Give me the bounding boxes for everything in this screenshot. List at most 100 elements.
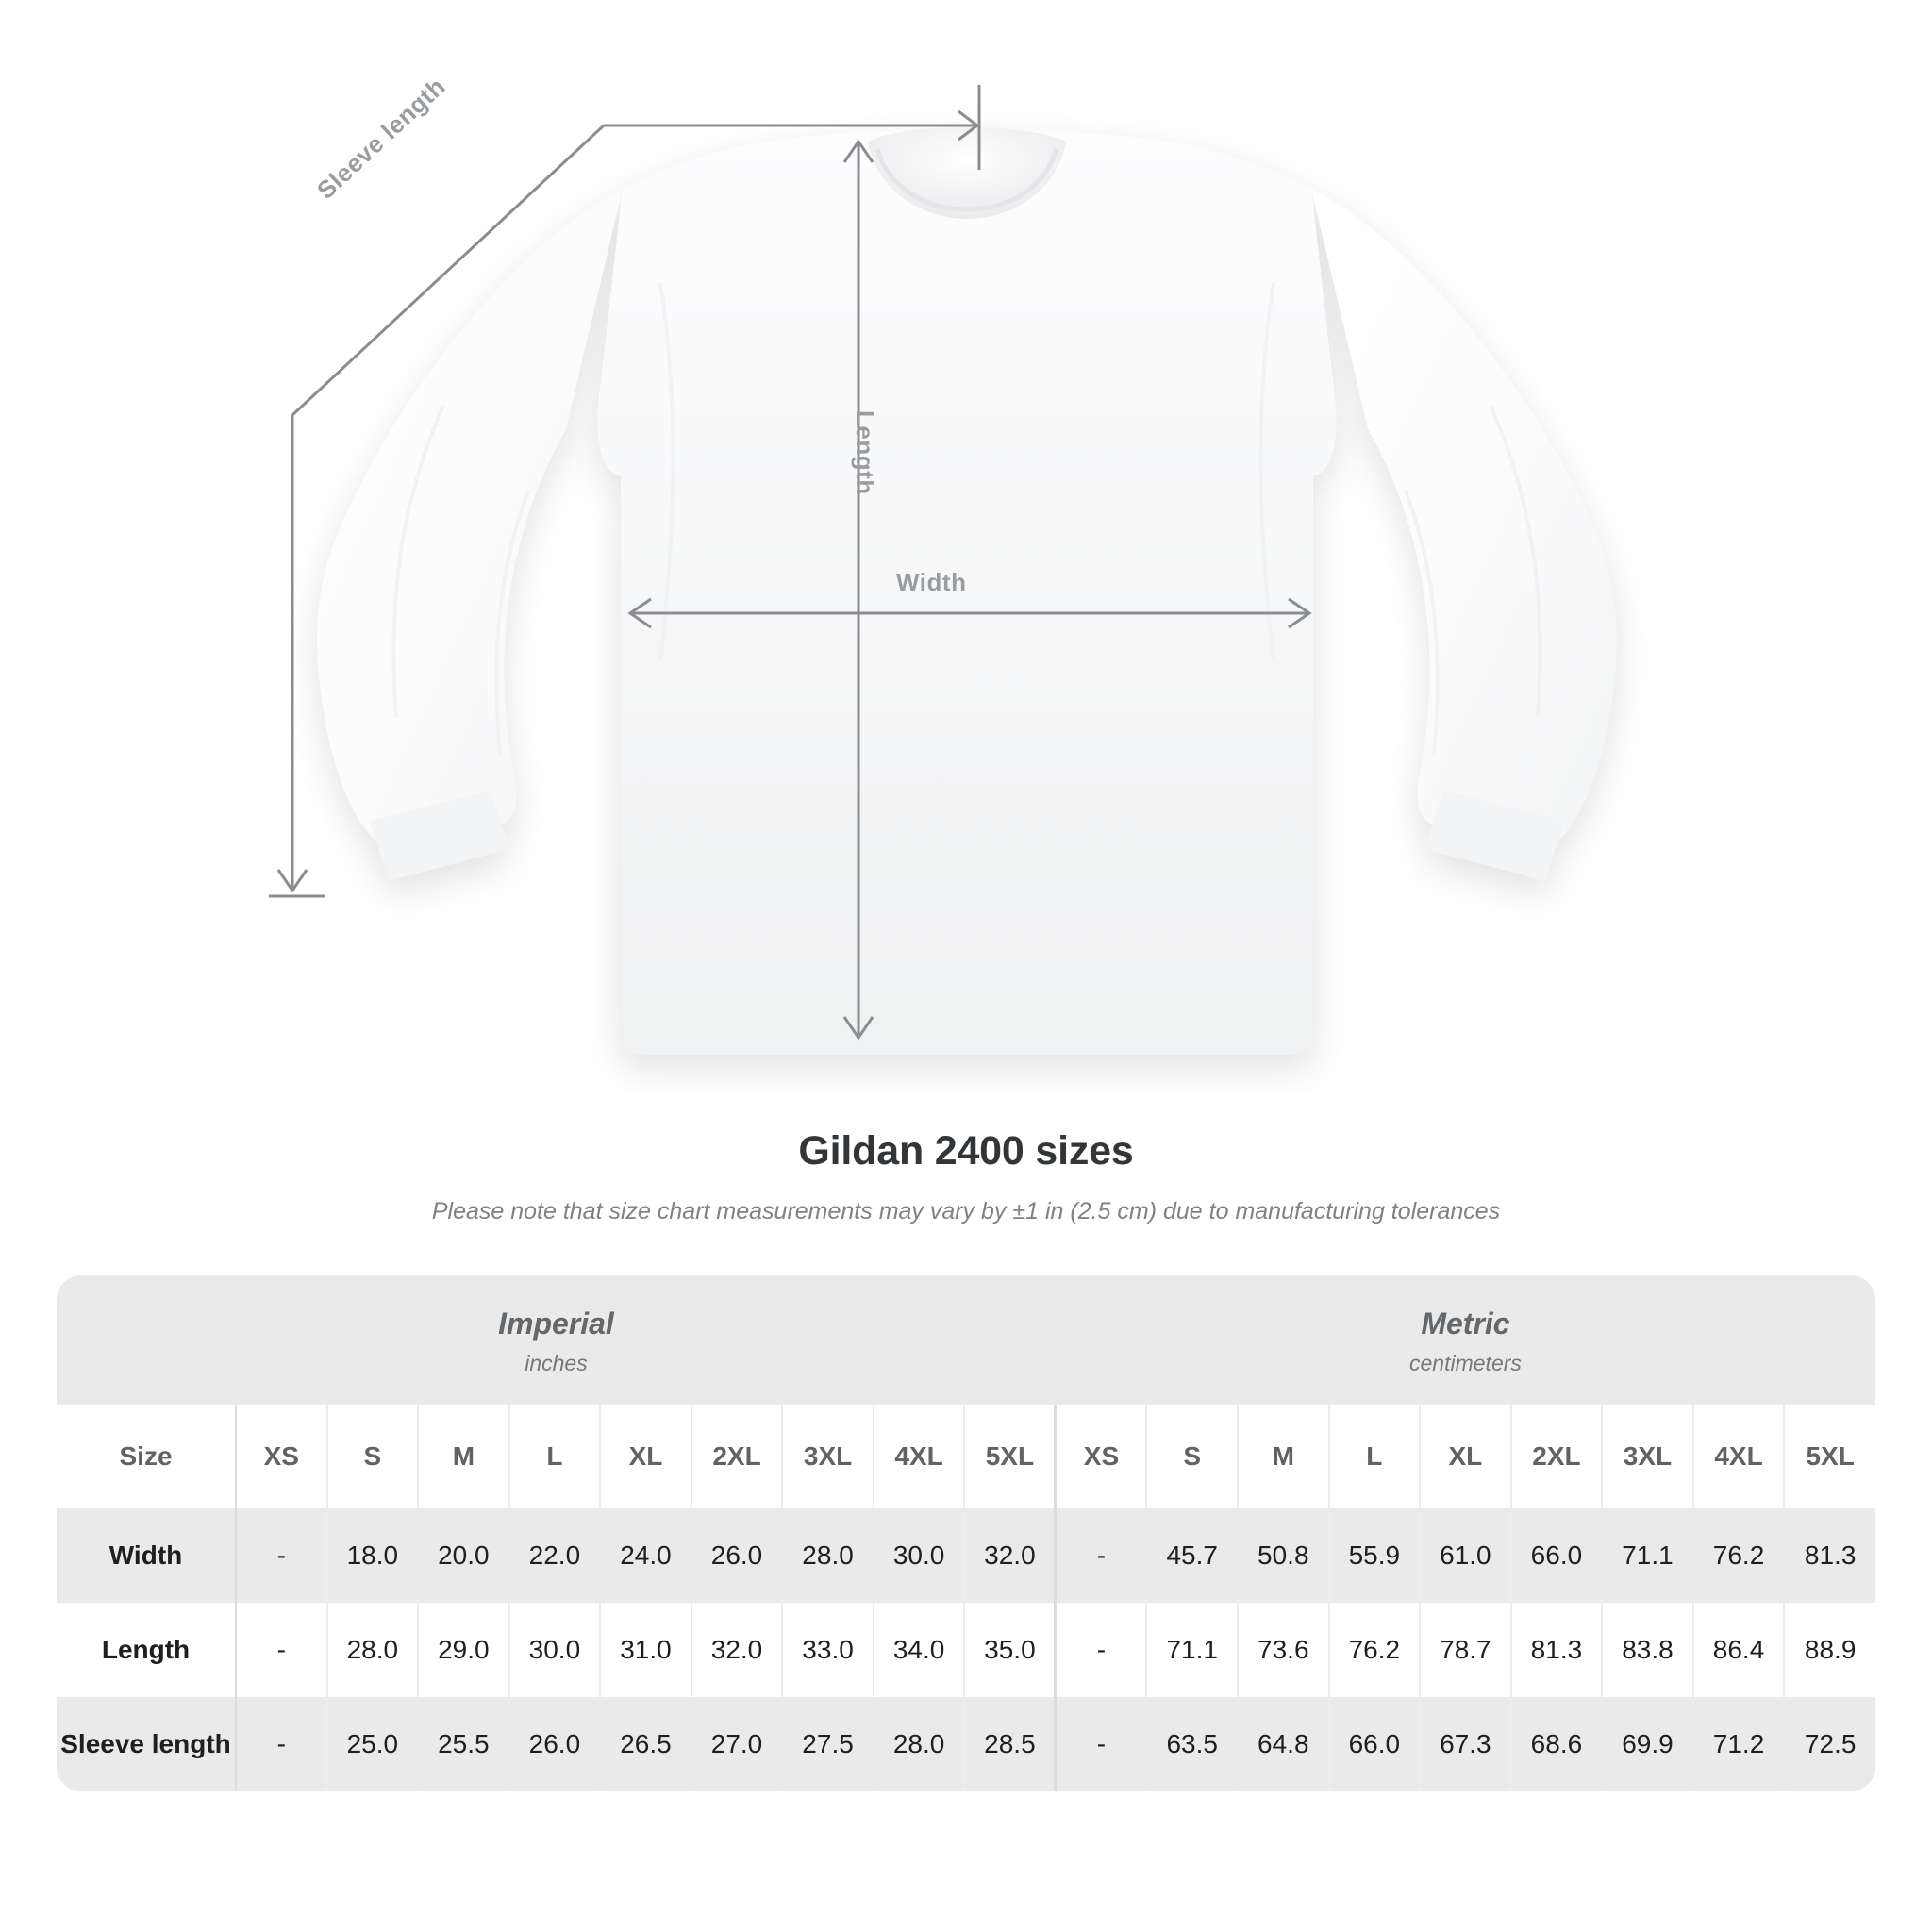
cell-length-imperial-5xl: 35.0 (964, 1603, 1057, 1697)
cell-width-metric-xs: - (1054, 1508, 1148, 1603)
size-header-label: Size (57, 1405, 237, 1508)
cell-sleeve-length-imperial-5xl: 28.5 (964, 1697, 1057, 1791)
cell-width-metric-3xl: 71.1 (1602, 1508, 1694, 1603)
size-header-metric-4xl: 4XL (1692, 1405, 1786, 1508)
cell-width-metric-m: 50.8 (1238, 1508, 1330, 1603)
cell-width-metric-5xl: 81.3 (1784, 1508, 1875, 1603)
unit-header-imperial: Imperial inches (57, 1275, 1056, 1405)
length-dimension-line (842, 139, 874, 1041)
cell-length-imperial-m: 29.0 (418, 1603, 510, 1697)
unit-sub-imperial: inches (525, 1351, 588, 1375)
cell-width-imperial-3xl: 28.0 (782, 1508, 874, 1603)
cell-width-imperial-5xl: 32.0 (964, 1508, 1057, 1603)
table-row: Sleeve length -25.0 25.5 26.0 26.5 27.0 27.5 28… (57, 1697, 1875, 1791)
unit-sub-metric: centimeters (1409, 1351, 1522, 1375)
cell-length-imperial-xl: 31.0 (600, 1603, 692, 1697)
size-header-metric-2xl: 2XL (1510, 1405, 1604, 1508)
fabric-folds (391, 282, 1542, 756)
cell-width-imperial-s: 18.0 (326, 1508, 420, 1603)
table-body: Width -18.0 20.0 22.0 24.0 26.0 28.0 30.0 32.0-4… (57, 1508, 1875, 1791)
size-header-metric-3xl: 3XL (1602, 1405, 1694, 1508)
width-diagram-label: Width (896, 568, 967, 596)
cell-sleeve-length-imperial-l: 26.0 (508, 1697, 602, 1791)
cell-sleeve-length-imperial-3xl: 27.5 (782, 1697, 874, 1791)
cell-width-metric-l: 55.9 (1328, 1508, 1422, 1603)
size-header-imperial-4xl: 4XL (873, 1405, 966, 1508)
cell-width-imperial-xs: - (236, 1508, 328, 1603)
cell-width-metric-2xl: 66.0 (1510, 1508, 1604, 1603)
cell-width-metric-s: 45.7 (1146, 1508, 1240, 1603)
cell-length-metric-l: 76.2 (1328, 1603, 1422, 1697)
cell-length-metric-2xl: 81.3 (1510, 1603, 1604, 1697)
cell-length-metric-m: 73.6 (1238, 1603, 1330, 1697)
cell-sleeve-length-metric-xl: 67.3 (1420, 1697, 1512, 1791)
cell-sleeve-length-metric-s: 63.5 (1146, 1697, 1240, 1791)
table-row: Width -18.0 20.0 22.0 24.0 26.0 28.0 30.0 32.0-4… (57, 1508, 1875, 1603)
length-diagram-label: Length (851, 410, 879, 495)
garment-photo-and-dimension-lines (269, 85, 1617, 1055)
cell-length-metric-s: 71.1 (1146, 1603, 1240, 1697)
cell-length-metric-4xl: 86.4 (1692, 1603, 1786, 1697)
size-header-metric-m: M (1238, 1405, 1330, 1508)
cell-width-imperial-4xl: 30.0 (873, 1508, 966, 1603)
unit-name-imperial: Imperial (498, 1307, 614, 1341)
cell-length-imperial-s: 28.0 (326, 1603, 420, 1697)
size-header-metric-l: L (1328, 1405, 1422, 1508)
cell-sleeve-length-imperial-xs: - (236, 1697, 328, 1791)
unit-name-metric: Metric (1421, 1307, 1510, 1341)
cell-sleeve-length-imperial-2xl: 27.0 (691, 1697, 784, 1791)
cell-width-imperial-l: 22.0 (508, 1508, 602, 1603)
cell-sleeve-length-imperial-s: 25.0 (326, 1697, 420, 1791)
unit-header-row: Imperial inches Metric centimeters (57, 1275, 1875, 1405)
size-header-imperial-l: L (508, 1405, 602, 1508)
cell-sleeve-length-metric-3xl: 69.9 (1602, 1697, 1694, 1791)
cell-width-metric-4xl: 76.2 (1692, 1508, 1786, 1603)
unit-header-metric: Metric centimeters (1055, 1275, 1875, 1405)
cell-width-imperial-m: 20.0 (418, 1508, 510, 1603)
cell-length-metric-3xl: 83.8 (1602, 1603, 1694, 1697)
cell-sleeve-length-metric-4xl: 71.2 (1692, 1697, 1786, 1791)
cell-width-imperial-2xl: 26.0 (691, 1508, 784, 1603)
cell-width-metric-xl: 61.0 (1420, 1508, 1512, 1603)
size-header-imperial-xl: XL (600, 1405, 692, 1508)
cell-sleeve-length-imperial-xl: 26.5 (600, 1697, 692, 1791)
cell-length-metric-xl: 78.7 (1420, 1603, 1512, 1697)
cell-length-metric-xs: - (1054, 1603, 1148, 1697)
cell-sleeve-length-metric-l: 66.0 (1328, 1697, 1422, 1791)
size-header-imperial-xs: XS (236, 1405, 328, 1508)
cell-width-imperial-xl: 24.0 (600, 1508, 692, 1603)
size-table-container: Imperial inches Metric centimeters Size X… (57, 1275, 1875, 1791)
cell-sleeve-length-metric-m: 64.8 (1238, 1697, 1330, 1791)
size-header-metric-s: S (1146, 1405, 1240, 1508)
table-row: Length -28.0 29.0 30.0 31.0 32.0 33.0 34.0 35.0-… (57, 1603, 1875, 1697)
cell-length-metric-5xl: 88.9 (1784, 1603, 1875, 1697)
table-head: Imperial inches Metric centimeters Size X… (57, 1275, 1875, 1508)
cell-length-imperial-2xl: 32.0 (691, 1603, 784, 1697)
size-header-imperial-m: M (418, 1405, 510, 1508)
title-block: Gildan 2400 sizes Please note that size … (0, 1128, 1932, 1225)
size-header-metric-5xl: 5XL (1784, 1405, 1875, 1508)
size-header-imperial-s: S (326, 1405, 420, 1508)
garment-illustration: Sleeve length Length Width (269, 72, 1617, 1055)
cell-sleeve-length-imperial-4xl: 28.0 (873, 1697, 966, 1791)
size-header-metric-xs: XS (1054, 1405, 1148, 1508)
row-label-width: Width (57, 1508, 237, 1603)
cell-length-imperial-l: 30.0 (508, 1603, 602, 1697)
size-header-imperial-3xl: 3XL (782, 1405, 874, 1508)
cell-sleeve-length-metric-xs: - (1054, 1697, 1148, 1791)
cell-sleeve-length-metric-5xl: 72.5 (1784, 1697, 1875, 1791)
page-title: Gildan 2400 sizes (798, 1128, 1134, 1174)
size-header-imperial-2xl: 2XL (691, 1405, 784, 1508)
size-header-row: Size XS S M L XL 2XL 3XL 4XL 5XL XS S M L XL 2XL 3XL 4XL 5… (57, 1405, 1875, 1508)
row-label-sleeve-length: Sleeve length (57, 1697, 237, 1791)
size-header-imperial-5xl: 5XL (964, 1405, 1057, 1508)
cell-length-imperial-4xl: 34.0 (873, 1603, 966, 1697)
cell-sleeve-length-imperial-m: 25.5 (418, 1697, 510, 1791)
cell-sleeve-length-metric-2xl: 68.6 (1510, 1697, 1604, 1791)
sleeve-length-dimension-line (269, 85, 981, 898)
width-dimension-line (627, 597, 1312, 629)
row-label-length: Length (57, 1603, 237, 1697)
size-header-metric-xl: XL (1420, 1405, 1512, 1508)
cell-length-imperial-3xl: 33.0 (782, 1603, 874, 1697)
